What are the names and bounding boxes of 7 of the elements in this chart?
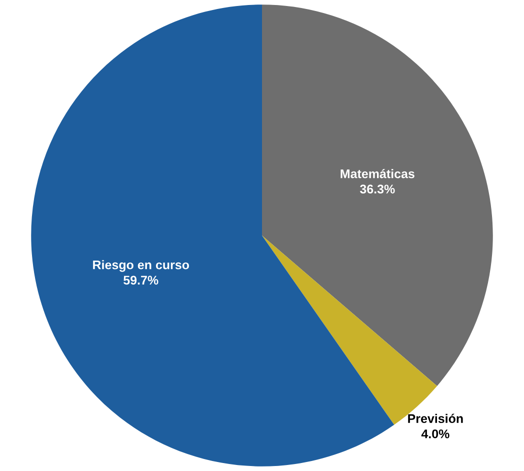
slice-label: Matemáticas <box>340 168 414 178</box>
data-label: 4.0% <box>421 429 450 438</box>
slice-label: Previsión <box>408 414 463 424</box>
data-label: 36.3% <box>360 184 395 194</box>
data-label: 59.7% <box>124 276 158 285</box>
pie-slice <box>262 4 493 386</box>
slice-label: Riesgo en curso <box>93 260 190 272</box>
